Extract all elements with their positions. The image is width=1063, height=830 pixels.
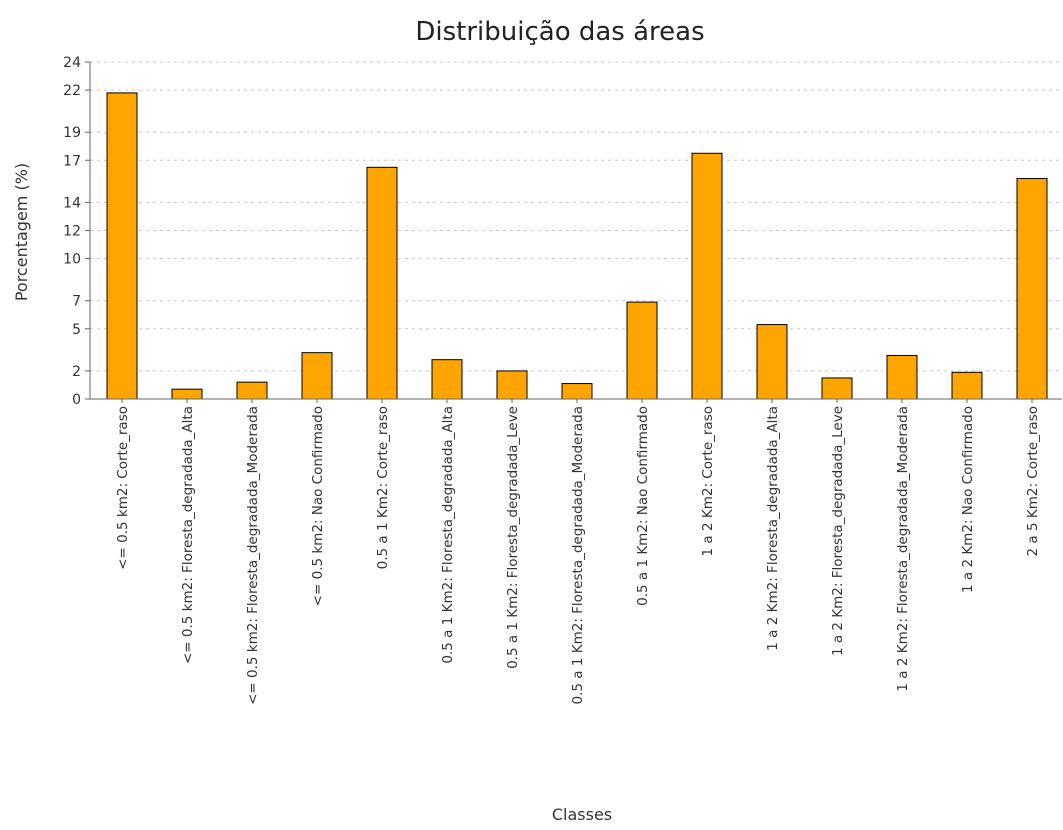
bar: [366, 166, 398, 400]
x-tick-label: 1 a 2 Km2: Floresta_degradada_Alta: [765, 406, 781, 651]
x-tick-label: 0.5 a 1 Km2: Nao Confirmado: [635, 406, 651, 606]
bar: [1016, 178, 1048, 400]
bars: [106, 92, 1048, 400]
chart-title: Distribuição das áreas: [415, 17, 704, 47]
x-tick-label: 0.5 a 1 Km2: Corte_raso: [375, 406, 391, 569]
bar: [951, 371, 983, 400]
bar: [236, 381, 268, 400]
axes: [85, 61, 1062, 403]
x-tick-label: 1 a 2 Km2: Corte_raso: [700, 406, 716, 556]
y-tick-label: 0: [72, 392, 81, 408]
x-tick-label: <= 0.5 km2: Floresta_degradada_Alta: [180, 406, 196, 664]
x-tick-labels: <= 0.5 km2: Corte_raso <= 0.5 km2: Flores…: [115, 406, 1041, 705]
bar: [886, 354, 918, 400]
y-tick-label: 7: [72, 294, 81, 310]
y-tick-label: 12: [63, 224, 81, 240]
x-tick-label: 2 a 5 Km2: Corte_raso: [1025, 406, 1041, 556]
y-tick-labels: 0 2 5 7 10 12 14 17 19 22 24: [63, 55, 81, 408]
x-tick-label: <= 0.5 km2: Corte_raso: [115, 406, 131, 570]
y-tick-label: 2: [72, 364, 81, 380]
y-tick-label: 24: [63, 55, 81, 71]
x-tick-label: 1 a 2 Km2: Nao Confirmado: [960, 406, 976, 593]
x-tick-label: <= 0.5 km2: Floresta_degradada_Moderada: [245, 406, 261, 705]
y-tick-label: 19: [63, 125, 81, 141]
bar: [171, 388, 203, 400]
x-tick-label: 0.5 a 1 Km2: Floresta_degradada_Alta: [440, 406, 456, 664]
x-tick-label: <= 0.5 km2: Nao Confirmado: [310, 406, 326, 606]
bar: [106, 92, 138, 400]
x-tick-label: 1 a 2 Km2: Floresta_degradada_Leve: [830, 406, 846, 656]
x-tick-label: 0.5 a 1 Km2: Floresta_degradada_Moderada: [570, 406, 586, 704]
y-tick-label: 17: [63, 153, 81, 169]
bar: [626, 301, 658, 400]
bar: [691, 152, 723, 400]
bar: [496, 370, 528, 400]
y-tick-label: 22: [63, 83, 81, 99]
y-axis-label: Porcentagem (%): [12, 163, 31, 301]
y-tick-label: 10: [63, 252, 81, 268]
x-tick-label: 0.5 a 1 Km2: Floresta_degradada_Leve: [505, 406, 521, 669]
bar: [821, 377, 853, 400]
y-tick-label: 5: [72, 322, 81, 338]
bar: [431, 359, 463, 400]
bar: [561, 383, 593, 400]
y-tick-label: 14: [63, 195, 81, 211]
bar: [756, 324, 788, 400]
x-tick-label: 1 a 2 Km2: Floresta_degradada_Moderada: [895, 406, 911, 692]
x-axis-label: Classes: [552, 805, 612, 824]
bar: [301, 352, 333, 400]
gridlines: [90, 61, 1062, 372]
